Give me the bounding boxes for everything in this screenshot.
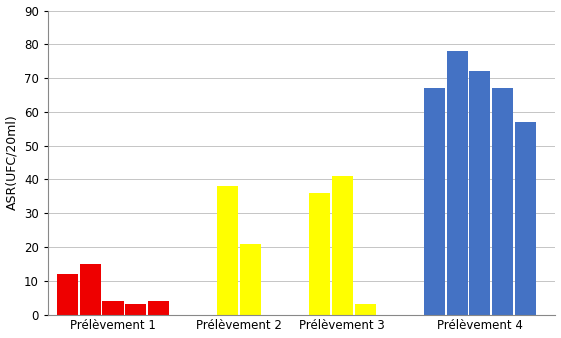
Bar — [424, 88, 445, 315]
Bar — [148, 301, 169, 315]
Bar — [217, 186, 238, 315]
Bar — [447, 51, 467, 315]
Bar — [332, 176, 353, 315]
Bar — [516, 122, 536, 315]
Y-axis label: ASR(UFC/20ml): ASR(UFC/20ml) — [6, 115, 19, 211]
Bar — [103, 301, 123, 315]
Bar — [309, 193, 330, 315]
Bar — [470, 71, 490, 315]
Bar — [240, 244, 261, 315]
Bar — [493, 88, 513, 315]
Bar — [355, 305, 376, 315]
Bar — [126, 305, 146, 315]
Bar — [57, 274, 77, 315]
Bar — [80, 264, 100, 315]
